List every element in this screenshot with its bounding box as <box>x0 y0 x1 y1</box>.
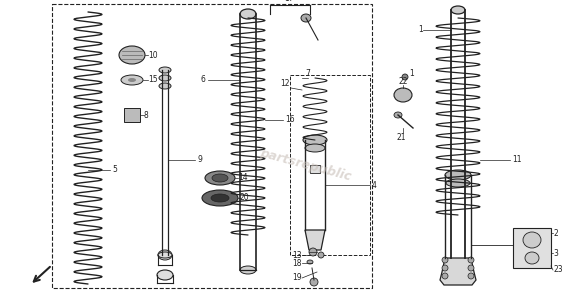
Ellipse shape <box>205 171 235 185</box>
Ellipse shape <box>211 194 229 202</box>
Text: 9: 9 <box>197 155 202 165</box>
Ellipse shape <box>240 266 256 274</box>
Text: 6: 6 <box>200 75 205 84</box>
Text: 23: 23 <box>553 266 562 274</box>
Ellipse shape <box>128 78 136 82</box>
Ellipse shape <box>202 190 238 206</box>
Ellipse shape <box>525 252 539 264</box>
Text: 19: 19 <box>292 274 302 282</box>
Polygon shape <box>440 258 476 285</box>
Ellipse shape <box>301 14 311 22</box>
Ellipse shape <box>158 252 172 258</box>
Text: 7: 7 <box>305 68 310 78</box>
Text: 21: 21 <box>397 133 406 142</box>
Ellipse shape <box>442 273 448 279</box>
Ellipse shape <box>468 257 474 263</box>
Ellipse shape <box>442 265 448 271</box>
Ellipse shape <box>309 248 317 256</box>
Text: 3: 3 <box>553 249 558 258</box>
Ellipse shape <box>468 265 474 271</box>
Text: 20: 20 <box>240 194 250 202</box>
Text: 10: 10 <box>148 51 158 59</box>
Ellipse shape <box>159 83 171 89</box>
Ellipse shape <box>158 250 172 260</box>
Text: 18: 18 <box>292 258 302 268</box>
Text: 11: 11 <box>512 155 521 165</box>
Ellipse shape <box>318 252 324 258</box>
Bar <box>310 165 320 173</box>
Ellipse shape <box>212 174 228 182</box>
Ellipse shape <box>468 273 474 279</box>
Text: 12: 12 <box>280 78 290 88</box>
Ellipse shape <box>394 112 402 118</box>
Ellipse shape <box>310 278 318 286</box>
Ellipse shape <box>442 257 448 263</box>
Text: 2: 2 <box>553 229 558 237</box>
Ellipse shape <box>523 232 541 248</box>
Bar <box>52 4 372 288</box>
Text: 8: 8 <box>144 110 149 120</box>
Ellipse shape <box>402 74 408 80</box>
Text: partsrepublic: partsrepublic <box>258 147 352 184</box>
Ellipse shape <box>445 170 471 180</box>
Ellipse shape <box>446 179 470 187</box>
Text: 13: 13 <box>292 250 302 260</box>
Bar <box>124 108 140 122</box>
Text: 14: 14 <box>238 173 247 183</box>
Ellipse shape <box>159 75 171 81</box>
Text: 5: 5 <box>112 165 117 175</box>
Ellipse shape <box>303 135 327 145</box>
Text: 4: 4 <box>372 181 377 189</box>
Ellipse shape <box>451 6 465 14</box>
Ellipse shape <box>121 75 143 85</box>
Ellipse shape <box>240 9 256 19</box>
Bar <box>513 228 551 268</box>
Text: 1: 1 <box>418 25 423 35</box>
Ellipse shape <box>394 88 412 102</box>
Text: 15: 15 <box>148 75 158 84</box>
Bar <box>290 75 370 255</box>
Text: 17: 17 <box>284 0 294 3</box>
Text: 16: 16 <box>285 115 295 125</box>
Ellipse shape <box>119 46 145 64</box>
Text: 1: 1 <box>409 68 414 78</box>
Ellipse shape <box>157 270 173 280</box>
Ellipse shape <box>159 67 171 73</box>
Ellipse shape <box>305 144 325 152</box>
Ellipse shape <box>307 260 313 264</box>
Polygon shape <box>305 230 325 250</box>
Text: 22: 22 <box>398 76 407 86</box>
